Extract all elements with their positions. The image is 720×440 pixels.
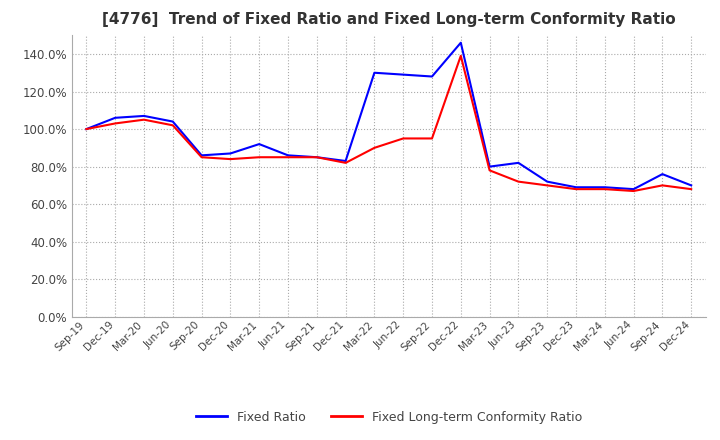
- Legend: Fixed Ratio, Fixed Long-term Conformity Ratio: Fixed Ratio, Fixed Long-term Conformity …: [191, 406, 587, 429]
- Title: [4776]  Trend of Fixed Ratio and Fixed Long-term Conformity Ratio: [4776] Trend of Fixed Ratio and Fixed Lo…: [102, 12, 675, 27]
